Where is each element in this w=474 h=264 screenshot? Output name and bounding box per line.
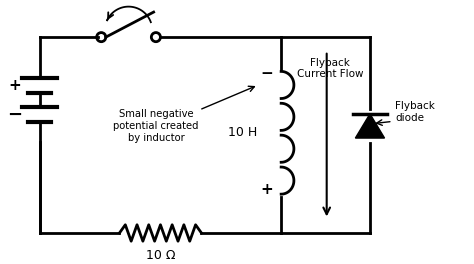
Text: Flyback
Current Flow: Flyback Current Flow [297, 58, 364, 79]
Text: −: − [7, 106, 22, 124]
Text: Small negative
potential created
by inductor: Small negative potential created by indu… [113, 109, 199, 143]
Text: 10 H: 10 H [228, 126, 257, 139]
Text: 10 Ω: 10 Ω [146, 249, 175, 262]
Text: Flyback
diode: Flyback diode [395, 101, 435, 123]
Text: +: + [9, 78, 21, 93]
Text: +: + [260, 182, 273, 197]
Text: −: − [260, 66, 273, 81]
Polygon shape [356, 114, 384, 138]
